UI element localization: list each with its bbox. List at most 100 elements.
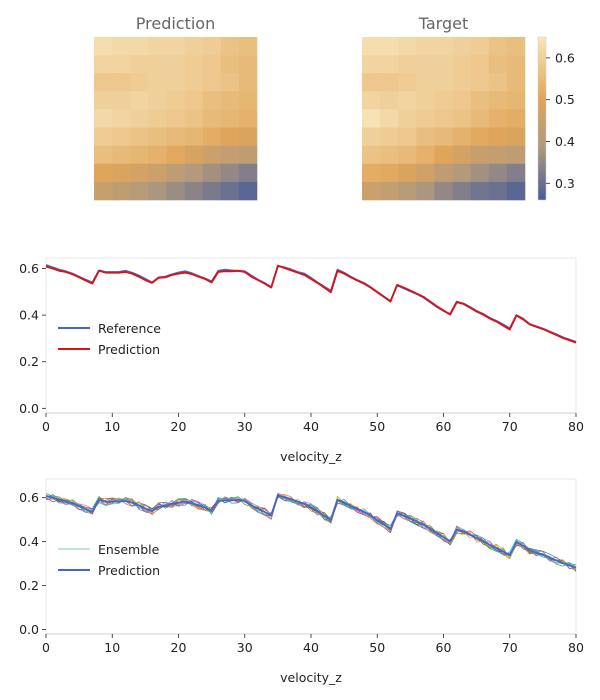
heatmap-cell: [506, 145, 526, 165]
heatmap-cell: [184, 37, 203, 56]
heatmap-cell: [130, 127, 149, 146]
x-tick-label: 10: [104, 419, 120, 434]
heatmap-cell: [148, 37, 167, 56]
heatmap-cell: [452, 163, 471, 183]
heatmap-cell: [488, 109, 508, 128]
x-tick-label: 40: [303, 640, 319, 655]
x-tick-label: 60: [436, 419, 452, 434]
y-tick-label: 0.4: [19, 534, 39, 549]
heatmap-cell: [488, 55, 508, 74]
line-chart-1-xlabel: velocity_z: [280, 449, 342, 464]
heatmap-cell: [184, 127, 203, 146]
heatmap-cell: [434, 181, 453, 201]
heatmap-cell: [416, 163, 435, 183]
x-tick-label: 30: [237, 640, 253, 655]
heatmap-cell: [112, 73, 131, 92]
heatmap-cell: [166, 73, 185, 92]
heatmap-cell: [506, 91, 526, 110]
series-line-prediction: [45, 264, 577, 344]
heatmap-cell: [130, 145, 149, 165]
heatmap-cell: [112, 181, 131, 201]
heatmap-cell: [380, 37, 399, 56]
ensemble-member-line: [45, 493, 577, 571]
heatmap-cell: [470, 55, 490, 74]
heatmap-cell: [238, 127, 258, 146]
heatmap-cell: [184, 145, 203, 165]
legend-label-prediction: Prediction: [98, 342, 160, 357]
x-tick-label: 20: [171, 419, 187, 434]
x-tick-label: 80: [568, 640, 584, 655]
heatmap-cell: [380, 109, 399, 128]
heatmap-cell: [398, 55, 417, 74]
heatmap-prediction: Prediction: [94, 14, 258, 201]
colorbar: 0.3 0.4 0.5 0.6: [537, 36, 575, 201]
heatmap-cell: [94, 55, 113, 74]
heatmap-cell: [220, 109, 240, 128]
heatmap-cell: [184, 73, 203, 92]
heatmap-cell: [184, 91, 203, 110]
legend-label-prediction-2: Prediction: [98, 563, 160, 578]
heatmap-target-title: Target: [418, 14, 469, 33]
heatmap-cell: [220, 91, 240, 110]
heatmap-cell: [112, 145, 131, 165]
heatmap-cell: [470, 37, 490, 56]
line-chart-1-legend: Reference Prediction: [58, 321, 161, 357]
heatmap-cell: [94, 37, 113, 56]
line-chart-2-legend: Ensemble Prediction: [58, 542, 160, 578]
heatmap-cell: [434, 163, 453, 183]
y-tick-label: 0.2: [19, 354, 39, 369]
heatmap-cell: [488, 145, 508, 165]
x-tick-label: 0: [42, 419, 50, 434]
heatmap-cell: [220, 37, 240, 56]
heatmap-cell: [238, 145, 258, 165]
heatmap-cell: [488, 73, 508, 92]
heatmap-cell: [380, 73, 399, 92]
heatmap-cell: [238, 163, 258, 183]
heatmap-cell: [380, 181, 399, 201]
x-tick-label: 60: [436, 640, 452, 655]
heatmap-cell: [416, 145, 435, 165]
heatmap-cell: [452, 91, 471, 110]
heatmap-cell: [148, 163, 167, 183]
x-tick-label: 10: [104, 640, 120, 655]
heatmap-cell: [94, 145, 113, 165]
heatmap-cell: [506, 163, 526, 183]
heatmap-cell: [470, 181, 490, 201]
heatmap-cell: [184, 109, 203, 128]
heatmap-cell: [166, 145, 185, 165]
heatmap-cell: [362, 91, 381, 110]
ensemble-member-line: [45, 494, 577, 567]
heatmap-cell: [166, 163, 185, 183]
heatmap-cell: [488, 127, 508, 146]
heatmap-cell: [434, 55, 453, 74]
heatmap-cell: [452, 73, 471, 92]
heatmap-cell: [238, 109, 258, 128]
heatmap-cell: [220, 55, 240, 74]
heatmap-cell: [380, 145, 399, 165]
heatmap-cell: [148, 73, 167, 92]
heatmap-cell: [362, 73, 381, 92]
x-tick-label: 70: [502, 640, 518, 655]
colorbar-ticks: 0.3 0.4 0.5 0.6: [546, 50, 575, 191]
heatmap-cell: [148, 91, 167, 110]
heatmap-cell: [130, 181, 149, 201]
heatmap-cell: [112, 127, 131, 146]
y-tick-label: 0.2: [19, 578, 39, 593]
line-chart-1-plot: 0 10 20 30 40 50 60 70 80 0.0 0.2 0.4 0.6: [19, 257, 584, 434]
heatmap-cell: [416, 181, 435, 201]
heatmap-cell: [166, 37, 185, 56]
heatmap-cell: [202, 73, 222, 92]
heatmap-cell: [130, 91, 149, 110]
heatmap-cell: [202, 37, 222, 56]
heatmap-cell: [416, 37, 435, 56]
heatmap-cell: [398, 91, 417, 110]
heatmap-cell: [220, 145, 240, 165]
heatmap-cell: [202, 55, 222, 74]
heatmap-cell: [112, 163, 131, 183]
line-chart-2-xlabel: velocity_z: [280, 670, 342, 685]
heatmap-cell: [112, 55, 131, 74]
heatmap-cell: [416, 91, 435, 110]
x-tick-label: 30: [237, 419, 253, 434]
line-chart-ensemble: 0 10 20 30 40 50 60 70 80 0.0 0.2 0.4 0.6 velocity_z…: [19, 478, 584, 685]
heatmap-cell: [398, 127, 417, 146]
